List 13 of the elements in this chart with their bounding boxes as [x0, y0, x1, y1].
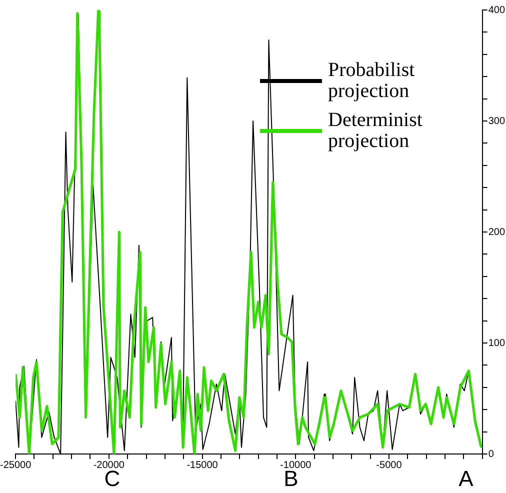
y-tick-label: 100: [488, 338, 506, 349]
x-tick-label: -5000: [376, 460, 402, 471]
x-tick-label: -20000: [93, 460, 125, 471]
legend-label: Probabilist projection: [328, 59, 416, 102]
x-tick-label: -25000: [0, 460, 32, 471]
y-tick-label: 400: [488, 4, 506, 16]
y-tick-label: 300: [488, 116, 506, 127]
text: A: [458, 466, 474, 492]
legend-label: Determinist projection: [328, 109, 424, 152]
y-tick-label: 200: [488, 226, 506, 238]
x-tick-label: -15000: [186, 460, 218, 471]
x-tick-label: -10000: [280, 460, 312, 471]
y-tick-label: 0: [488, 448, 494, 460]
